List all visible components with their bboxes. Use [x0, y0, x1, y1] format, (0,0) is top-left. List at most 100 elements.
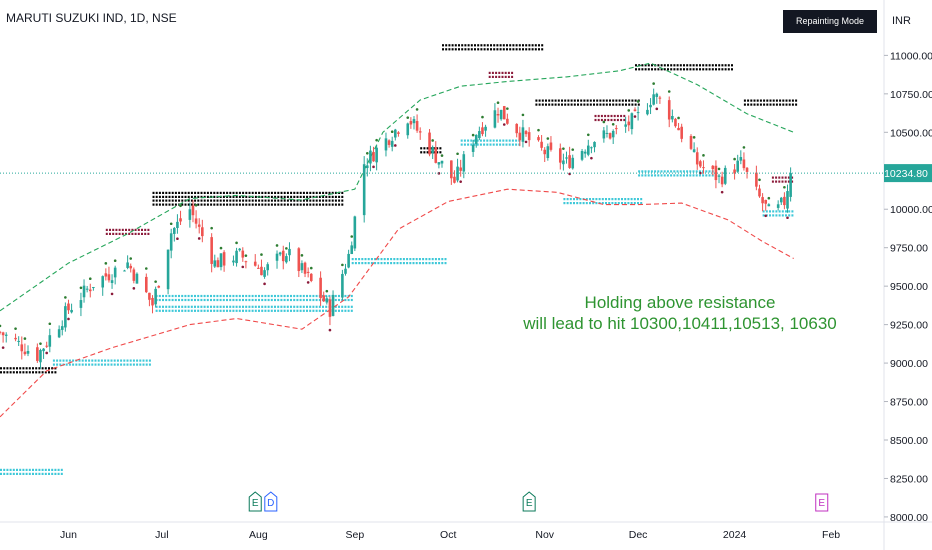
candle-body	[244, 261, 248, 263]
candle	[344, 263, 347, 276]
signal-dot-sell	[306, 281, 310, 284]
candle-body	[4, 334, 8, 336]
candle	[702, 160, 705, 174]
candle	[148, 292, 151, 307]
candle-body	[611, 130, 615, 138]
candle	[384, 132, 388, 157]
candle-body	[646, 109, 649, 115]
candle-body	[36, 347, 39, 361]
candle-body	[546, 146, 550, 159]
candle-body	[23, 351, 27, 355]
signal-dot-buy	[39, 342, 42, 345]
candle-body	[328, 299, 332, 317]
candle	[107, 266, 111, 283]
candle-body	[17, 340, 20, 342]
level-dotted-level	[535, 99, 640, 106]
candle-body	[241, 250, 245, 258]
candle	[742, 152, 746, 171]
candle	[201, 219, 204, 243]
candle	[593, 141, 596, 153]
candle	[132, 267, 136, 284]
candle	[583, 149, 587, 158]
candle	[369, 145, 372, 172]
candle-body	[558, 148, 562, 163]
candle	[309, 273, 313, 283]
x-tick-label: Oct	[440, 529, 456, 541]
candle	[297, 247, 301, 278]
candle	[502, 105, 506, 120]
candle	[60, 320, 64, 336]
candle	[244, 260, 248, 269]
candle-body	[733, 169, 736, 174]
candle-body	[306, 271, 310, 273]
candle-body	[431, 147, 434, 153]
candle	[372, 146, 375, 162]
candle	[558, 143, 562, 170]
candle	[506, 113, 509, 125]
y-tick-label: 9000.00	[890, 358, 928, 370]
candle	[776, 200, 780, 211]
candle	[437, 162, 441, 169]
currency-selector[interactable]: INR	[892, 15, 911, 27]
candle	[36, 343, 39, 363]
candle	[586, 139, 590, 157]
candle	[39, 348, 42, 369]
candle-body	[502, 106, 506, 120]
y-tick-label: 8250.00	[890, 473, 928, 485]
candle-body	[418, 131, 422, 133]
candle	[440, 160, 444, 168]
signal-dot-buy	[506, 107, 509, 110]
y-axis[interactable]: 11000.0010750.0010500.0010250.0010000.00…	[884, 50, 932, 524]
candle-body	[144, 276, 148, 293]
candle-body	[415, 121, 419, 131]
candle-body	[188, 209, 192, 220]
candle	[85, 285, 89, 293]
candle	[471, 140, 475, 157]
candle-body	[720, 176, 724, 185]
signal-dot-buy	[717, 167, 721, 171]
repainting-mode-badge[interactable]: Repainting Mode Enabled	[783, 10, 877, 49]
candle	[64, 302, 67, 332]
signal-dot-sell	[67, 317, 70, 321]
candle-body	[235, 250, 238, 264]
candle	[173, 226, 176, 242]
candle-body	[462, 154, 466, 172]
candles-layer	[0, 88, 792, 369]
event-marker-earnings[interactable]: E	[248, 491, 262, 512]
candle-body	[549, 142, 553, 150]
x-axis[interactable]: Jun Jul Aug Sep Oct Nov Dec 2024 Feb	[60, 529, 840, 541]
signal-dot-buy	[275, 244, 279, 247]
candle-body	[615, 128, 618, 130]
event-marker-dividend[interactable]: D	[264, 491, 278, 512]
candle	[191, 200, 195, 223]
event-marker-future[interactable]: E	[815, 493, 829, 512]
signal-dot-buy	[677, 116, 680, 120]
x-tick-label: Dec	[629, 529, 648, 541]
candle-body	[107, 274, 111, 281]
signal-dot-buy	[325, 289, 329, 293]
candle	[406, 122, 410, 139]
candle	[57, 325, 61, 339]
candle	[113, 265, 117, 285]
candle-body	[767, 204, 771, 207]
x-tick-label: Feb	[822, 529, 840, 541]
candle	[79, 292, 83, 317]
symbol-title[interactable]: MARUTI SUZUKI IND, 1D, NSE	[6, 11, 177, 25]
event-marker-earnings[interactable]: E	[522, 491, 536, 512]
candle-body	[387, 140, 391, 145]
signal-dot-buy	[636, 100, 640, 103]
signal-dot-buy	[456, 152, 459, 156]
candle-body	[649, 104, 652, 108]
signal-dot-buy	[23, 337, 27, 340]
candle-body	[543, 149, 547, 155]
candle-body	[322, 295, 326, 302]
signal-dot-buy	[471, 133, 475, 137]
candle-body	[384, 138, 388, 151]
candle-body	[397, 132, 400, 134]
candle	[627, 115, 631, 132]
candle-body	[450, 160, 453, 179]
candle	[144, 273, 148, 294]
dotted-levels-layer	[0, 44, 798, 475]
candle-body	[60, 326, 64, 330]
